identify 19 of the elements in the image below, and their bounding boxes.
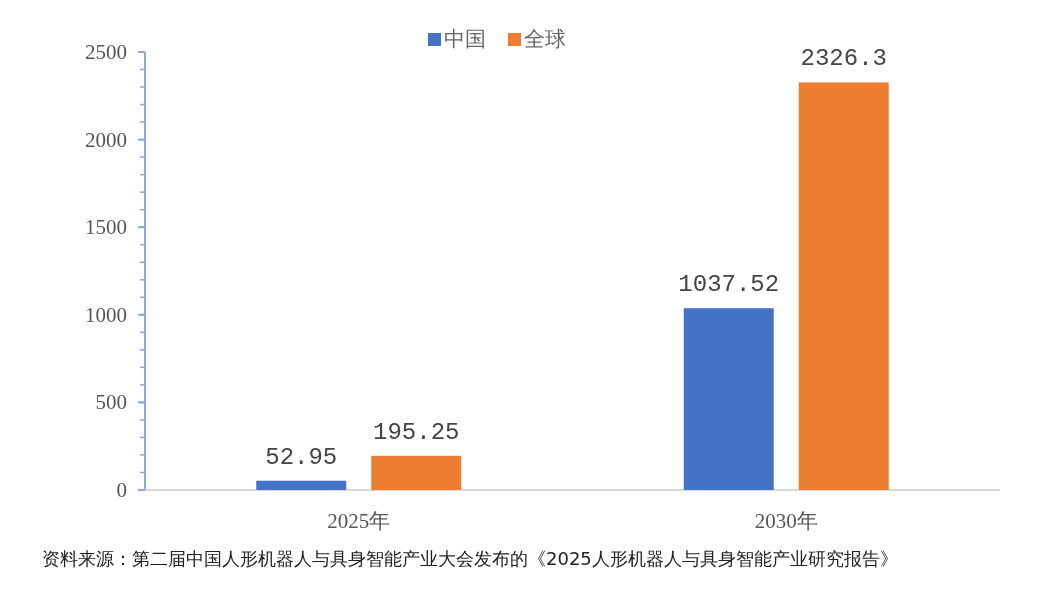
bar [683,308,774,490]
y-tick-label: 2000 [85,127,127,152]
y-tick-label: 2500 [85,40,127,64]
legend-label: 中国 [444,27,486,51]
bar [371,455,462,490]
bar [798,82,889,490]
y-tick-label: 0 [116,478,127,502]
y-tick-label: 1000 [85,302,127,327]
legend-label: 全球 [524,27,566,51]
data-label: 195.25 [373,418,460,446]
data-label: 1037.52 [678,271,780,299]
bar [256,480,347,490]
x-tick-label: 2025年 [327,509,391,533]
y-tick-label: 500 [95,390,127,415]
y-tick-label: 1500 [85,215,127,240]
data-label: 52.95 [265,443,338,471]
text: 资料来源：第二届中国人形机器人与具身智能产业大会发布的《2025人形机器人与具身智能产业研究报告》 [42,548,899,570]
x-tick-label: 2030年 [754,509,818,533]
data-label: 2326.3 [800,45,887,73]
